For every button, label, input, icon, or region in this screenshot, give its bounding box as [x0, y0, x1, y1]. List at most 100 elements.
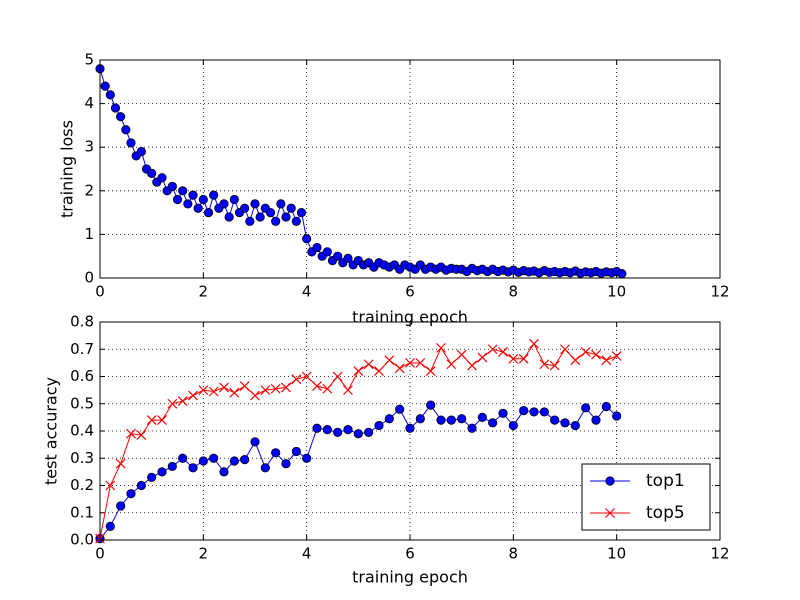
- marker: [260, 463, 270, 473]
- marker: [343, 425, 353, 435]
- marker: [384, 355, 395, 366]
- marker: [172, 194, 183, 205]
- marker: [136, 430, 147, 441]
- marker: [601, 355, 612, 366]
- marker: [384, 414, 394, 424]
- marker: [322, 383, 333, 394]
- marker: [281, 459, 291, 469]
- marker: [605, 476, 615, 486]
- y-tick-label: 4: [84, 94, 94, 112]
- marker: [229, 456, 239, 466]
- marker: [157, 467, 167, 477]
- marker: [617, 269, 627, 279]
- marker: [446, 415, 456, 425]
- y-tick-label: 0.7: [70, 340, 94, 358]
- marker: [581, 403, 591, 413]
- marker: [115, 458, 126, 469]
- marker: [105, 480, 116, 491]
- marker: [560, 418, 570, 428]
- series-line: [99, 68, 623, 275]
- marker: [333, 251, 343, 261]
- marker: [250, 390, 260, 401]
- marker: [178, 453, 188, 463]
- marker: [105, 521, 115, 531]
- marker: [456, 349, 467, 360]
- marker: [477, 352, 488, 363]
- marker: [529, 407, 539, 417]
- y-tick-label: 0.5: [70, 394, 94, 412]
- marker: [467, 360, 477, 371]
- marker: [209, 190, 219, 200]
- x-tick-label: 12: [710, 283, 729, 301]
- marker: [147, 472, 157, 482]
- marker: [591, 415, 601, 425]
- marker: [121, 125, 131, 135]
- marker: [322, 425, 332, 435]
- y-tick-label: 2: [84, 181, 94, 199]
- y-tick-label: 0.1: [70, 503, 94, 521]
- marker: [136, 480, 146, 491]
- marker: [110, 103, 121, 113]
- marker: [203, 208, 214, 218]
- y-tick-label: 1: [84, 225, 94, 243]
- legend-box: [581, 463, 711, 531]
- marker: [374, 420, 384, 431]
- marker: [260, 385, 271, 396]
- marker: [508, 420, 518, 431]
- marker: [224, 212, 234, 222]
- marker: [167, 461, 177, 472]
- x-tick-label: 4: [302, 283, 312, 301]
- marker: [477, 412, 487, 422]
- marker: [167, 181, 177, 192]
- x-axis-label: training epoch: [352, 568, 468, 587]
- marker: [219, 382, 229, 393]
- marker: [343, 253, 353, 263]
- marker: [394, 363, 405, 374]
- marker: [178, 186, 188, 196]
- y-tick-label: 0.3: [70, 449, 94, 467]
- marker: [601, 401, 611, 412]
- marker: [332, 371, 343, 382]
- marker: [167, 398, 178, 409]
- marker: [240, 203, 250, 213]
- marker: [488, 418, 498, 428]
- marker: [498, 408, 508, 418]
- marker: [508, 353, 519, 364]
- marker: [116, 112, 126, 122]
- marker: [415, 414, 425, 424]
- marker: [570, 420, 580, 431]
- marker: [405, 357, 415, 368]
- marker: [100, 81, 110, 91]
- marker: [570, 355, 581, 366]
- marker: [126, 138, 136, 148]
- y-tick-label: 0.6: [70, 367, 94, 385]
- marker: [219, 467, 229, 477]
- marker: [146, 415, 157, 426]
- marker: [198, 456, 208, 466]
- marker: [312, 423, 322, 433]
- marker: [343, 385, 353, 396]
- marker: [436, 415, 446, 425]
- marker: [209, 453, 219, 463]
- marker: [363, 359, 374, 370]
- marker: [219, 199, 229, 209]
- marker: [302, 453, 312, 463]
- marker: [498, 347, 508, 357]
- marker: [467, 423, 477, 433]
- marker: [539, 359, 550, 370]
- marker: [270, 383, 281, 394]
- y-tick-label: 0.2: [70, 476, 94, 494]
- marker: [436, 342, 446, 353]
- marker: [188, 190, 198, 200]
- x-tick-label: 10: [607, 283, 626, 301]
- marker: [333, 427, 343, 437]
- x-tick-label: 6: [405, 545, 415, 563]
- marker: [208, 386, 219, 397]
- marker: [425, 366, 436, 376]
- x-tick-label: 8: [509, 545, 519, 563]
- marker: [312, 242, 322, 253]
- marker: [612, 411, 622, 421]
- x-tick-label: 0: [95, 283, 105, 301]
- marker: [116, 501, 126, 511]
